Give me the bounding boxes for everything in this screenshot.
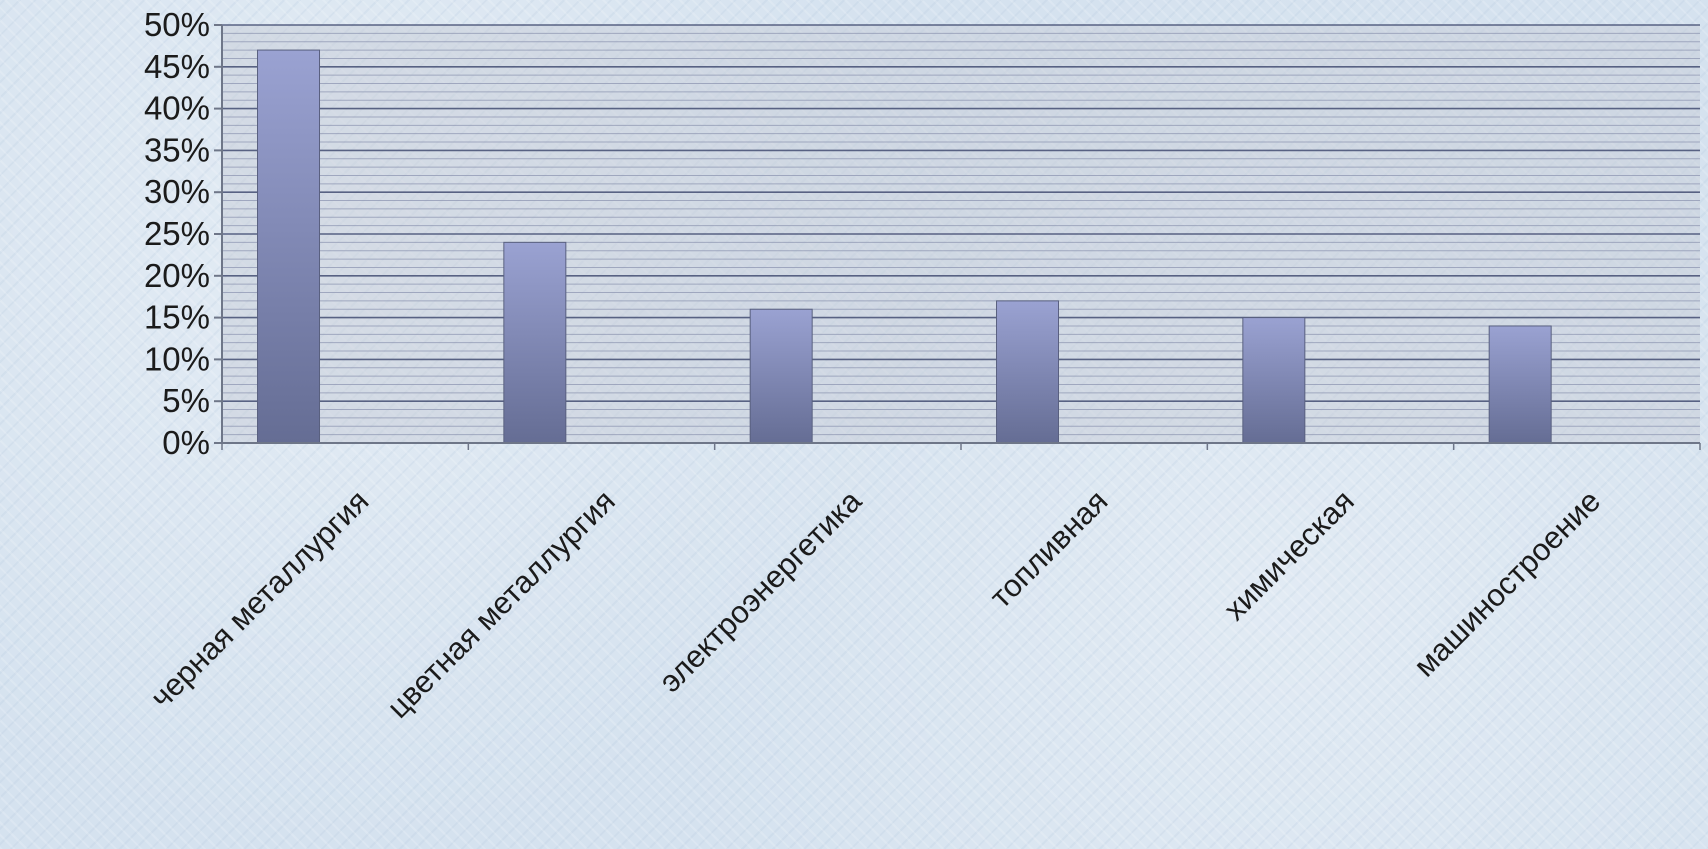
y-tick-label: 25% — [144, 215, 210, 252]
x-axis-category-labels: черная металлургия цветная металлургия эле… — [144, 483, 1608, 725]
y-tick-label: 50% — [144, 6, 210, 43]
y-tick-label: 30% — [144, 173, 210, 210]
y-tick-label: 35% — [144, 131, 210, 168]
bar-2 — [503, 241, 567, 444]
bar-6 — [1488, 325, 1552, 444]
bars — [257, 49, 1552, 444]
y-tick-label: 45% — [144, 48, 210, 85]
bar-1 — [257, 49, 321, 444]
gridlines — [222, 24, 1700, 444]
x-category-label: электроэнергетика — [652, 483, 868, 699]
bar-3 — [749, 308, 813, 444]
x-category-label: машиностроение — [1407, 483, 1607, 683]
y-tick-label: 40% — [144, 90, 210, 127]
y-tick-label: 5% — [162, 382, 210, 419]
axes — [214, 24, 1701, 450]
x-category-label: химическая — [1217, 483, 1361, 627]
y-axis-tick-labels: 0% 5% 10% 15% 20% 25% 30% 35% 40% 45% 50% — [144, 6, 210, 461]
x-category-label: цветная металлургия — [380, 483, 622, 725]
y-tick-label: 15% — [144, 299, 210, 336]
bar-5 — [1242, 317, 1306, 444]
y-tick-label: 0% — [162, 424, 210, 461]
y-tick-label: 10% — [144, 340, 210, 377]
y-tick-label: 20% — [144, 257, 210, 294]
x-category-label: черная металлургия — [144, 483, 376, 715]
bar-4 — [996, 300, 1060, 444]
x-category-label: топливная — [983, 483, 1114, 614]
